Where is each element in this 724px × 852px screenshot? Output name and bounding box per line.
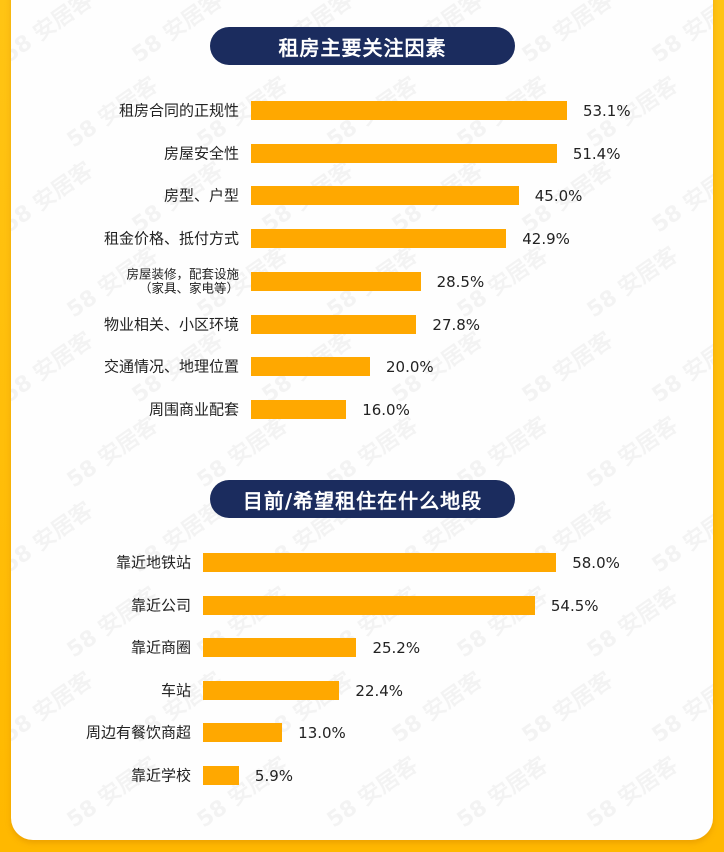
bar-label: 周围商业配套 <box>148 400 239 419</box>
watermark-text: 58 安居客 <box>319 748 423 834</box>
bar-label: 车站 <box>160 681 191 700</box>
bar-value-label: 27.8% <box>432 315 481 334</box>
bar-label: 房屋安全性 <box>163 144 239 163</box>
bar-row: 周围商业配套 16.0% <box>11 399 713 420</box>
watermark-text: 58 安居客 <box>709 408 714 494</box>
bar-label: 房型、户型 <box>163 186 239 205</box>
section-title-text: 目前/希望租住在什么地段 <box>242 488 483 513</box>
bar-row: 租金价格、抵付方式 42.9% <box>11 229 713 249</box>
bar-label: 靠近学校 <box>130 766 191 785</box>
watermark-text: 58 安居客 <box>59 748 163 834</box>
bar <box>251 229 507 249</box>
watermark-text: 58 安居客 <box>59 408 163 494</box>
bar-value-label: 5.9% <box>254 767 294 785</box>
bar-value-label: 20.0% <box>386 358 434 377</box>
bar-row: 车站 22.4% <box>11 680 713 701</box>
watermark-text: 58 安居客 <box>449 748 553 834</box>
bar-row: 周边有餐饮商超 13.0% <box>11 723 713 743</box>
bar-row: 靠近地铁站 58.0% <box>11 553 713 573</box>
bar <box>251 399 347 419</box>
infographic-card: 58 安居客 58 安居客 58 安居客 58 安居客 58 安居客 58 安居客 58 安… <box>11 0 713 840</box>
bar-value-label: 51.4% <box>572 144 621 163</box>
bar-row: 靠近学校 5.9% <box>11 766 713 786</box>
bar-value-label: 42.9% <box>522 230 570 249</box>
bar-row: 靠近商圈 25.2% <box>11 638 713 658</box>
bar <box>251 186 519 206</box>
bar-value-label: 25.2% <box>372 639 421 658</box>
bar-label: 靠近地铁站 <box>115 553 191 572</box>
bar-row: 交通情况、地理位置 20.0% <box>11 357 713 377</box>
bar <box>203 595 535 615</box>
bar-value-label: 58.0% <box>572 554 620 572</box>
section-title-location: 目前/希望租住在什么地段 <box>210 480 515 518</box>
bar-row: 房型、户型 45.0% <box>11 186 713 206</box>
bar-value-label: 13.0% <box>298 724 346 743</box>
watermark-text: 58 安居客 <box>644 0 713 69</box>
bar-row: 房屋安全性 51.4% <box>11 143 713 164</box>
bar-row: 靠近公司 54.5% <box>11 595 713 616</box>
bar <box>251 314 417 334</box>
watermark-text: 58 安居客 <box>189 748 293 834</box>
bar <box>203 680 340 700</box>
watermark-text: 58 安居客 <box>514 0 618 69</box>
watermark-text: 58 安居客 <box>11 0 98 69</box>
bar-label: 租金价格、抵付方式 <box>103 229 239 248</box>
watermark-text: 58 安居客 <box>579 748 683 834</box>
bar <box>203 638 357 658</box>
bar-value-label: 45.0% <box>534 187 583 206</box>
bar-value-label: 28.5% <box>436 272 485 291</box>
bar-label: 周边有餐饮商超 <box>85 723 191 742</box>
bar <box>251 143 557 163</box>
bar <box>251 271 421 291</box>
bar-value-label: 22.4% <box>355 681 404 700</box>
bar <box>203 723 283 743</box>
bar <box>203 553 557 572</box>
bar <box>251 101 567 120</box>
bar-value-label: 54.5% <box>550 596 599 615</box>
watermark-text: 58 安居客 <box>709 748 714 834</box>
bar-label: 靠近商圈 <box>130 638 191 657</box>
watermark-text: 58 安居客 <box>579 408 683 494</box>
bar-label: 租房合同的正规性 <box>118 101 239 120</box>
bar-label: 靠近公司 <box>130 595 191 614</box>
bar-value-label: 53.1% <box>582 102 631 120</box>
bar-label: 房屋装修，配套设施 （家具、家电等） <box>126 266 239 296</box>
bar <box>203 766 239 785</box>
bar-row: 租房合同的正规性 53.1% <box>11 101 713 121</box>
bar-label: 物业相关、小区环境 <box>103 314 239 333</box>
bar-label: 交通情况、地理位置 <box>103 357 239 376</box>
bar <box>251 357 370 377</box>
section-title-concerns: 租房主要关注因素 <box>210 27 515 65</box>
bar-row: 物业相关、小区环境 27.8% <box>11 314 713 335</box>
bar-row: 房屋装修，配套设施 （家具、家电等） 28.5% <box>11 267 713 296</box>
section-title-text: 租房主要关注因素 <box>278 35 447 60</box>
bar-value-label: 16.0% <box>362 400 410 419</box>
